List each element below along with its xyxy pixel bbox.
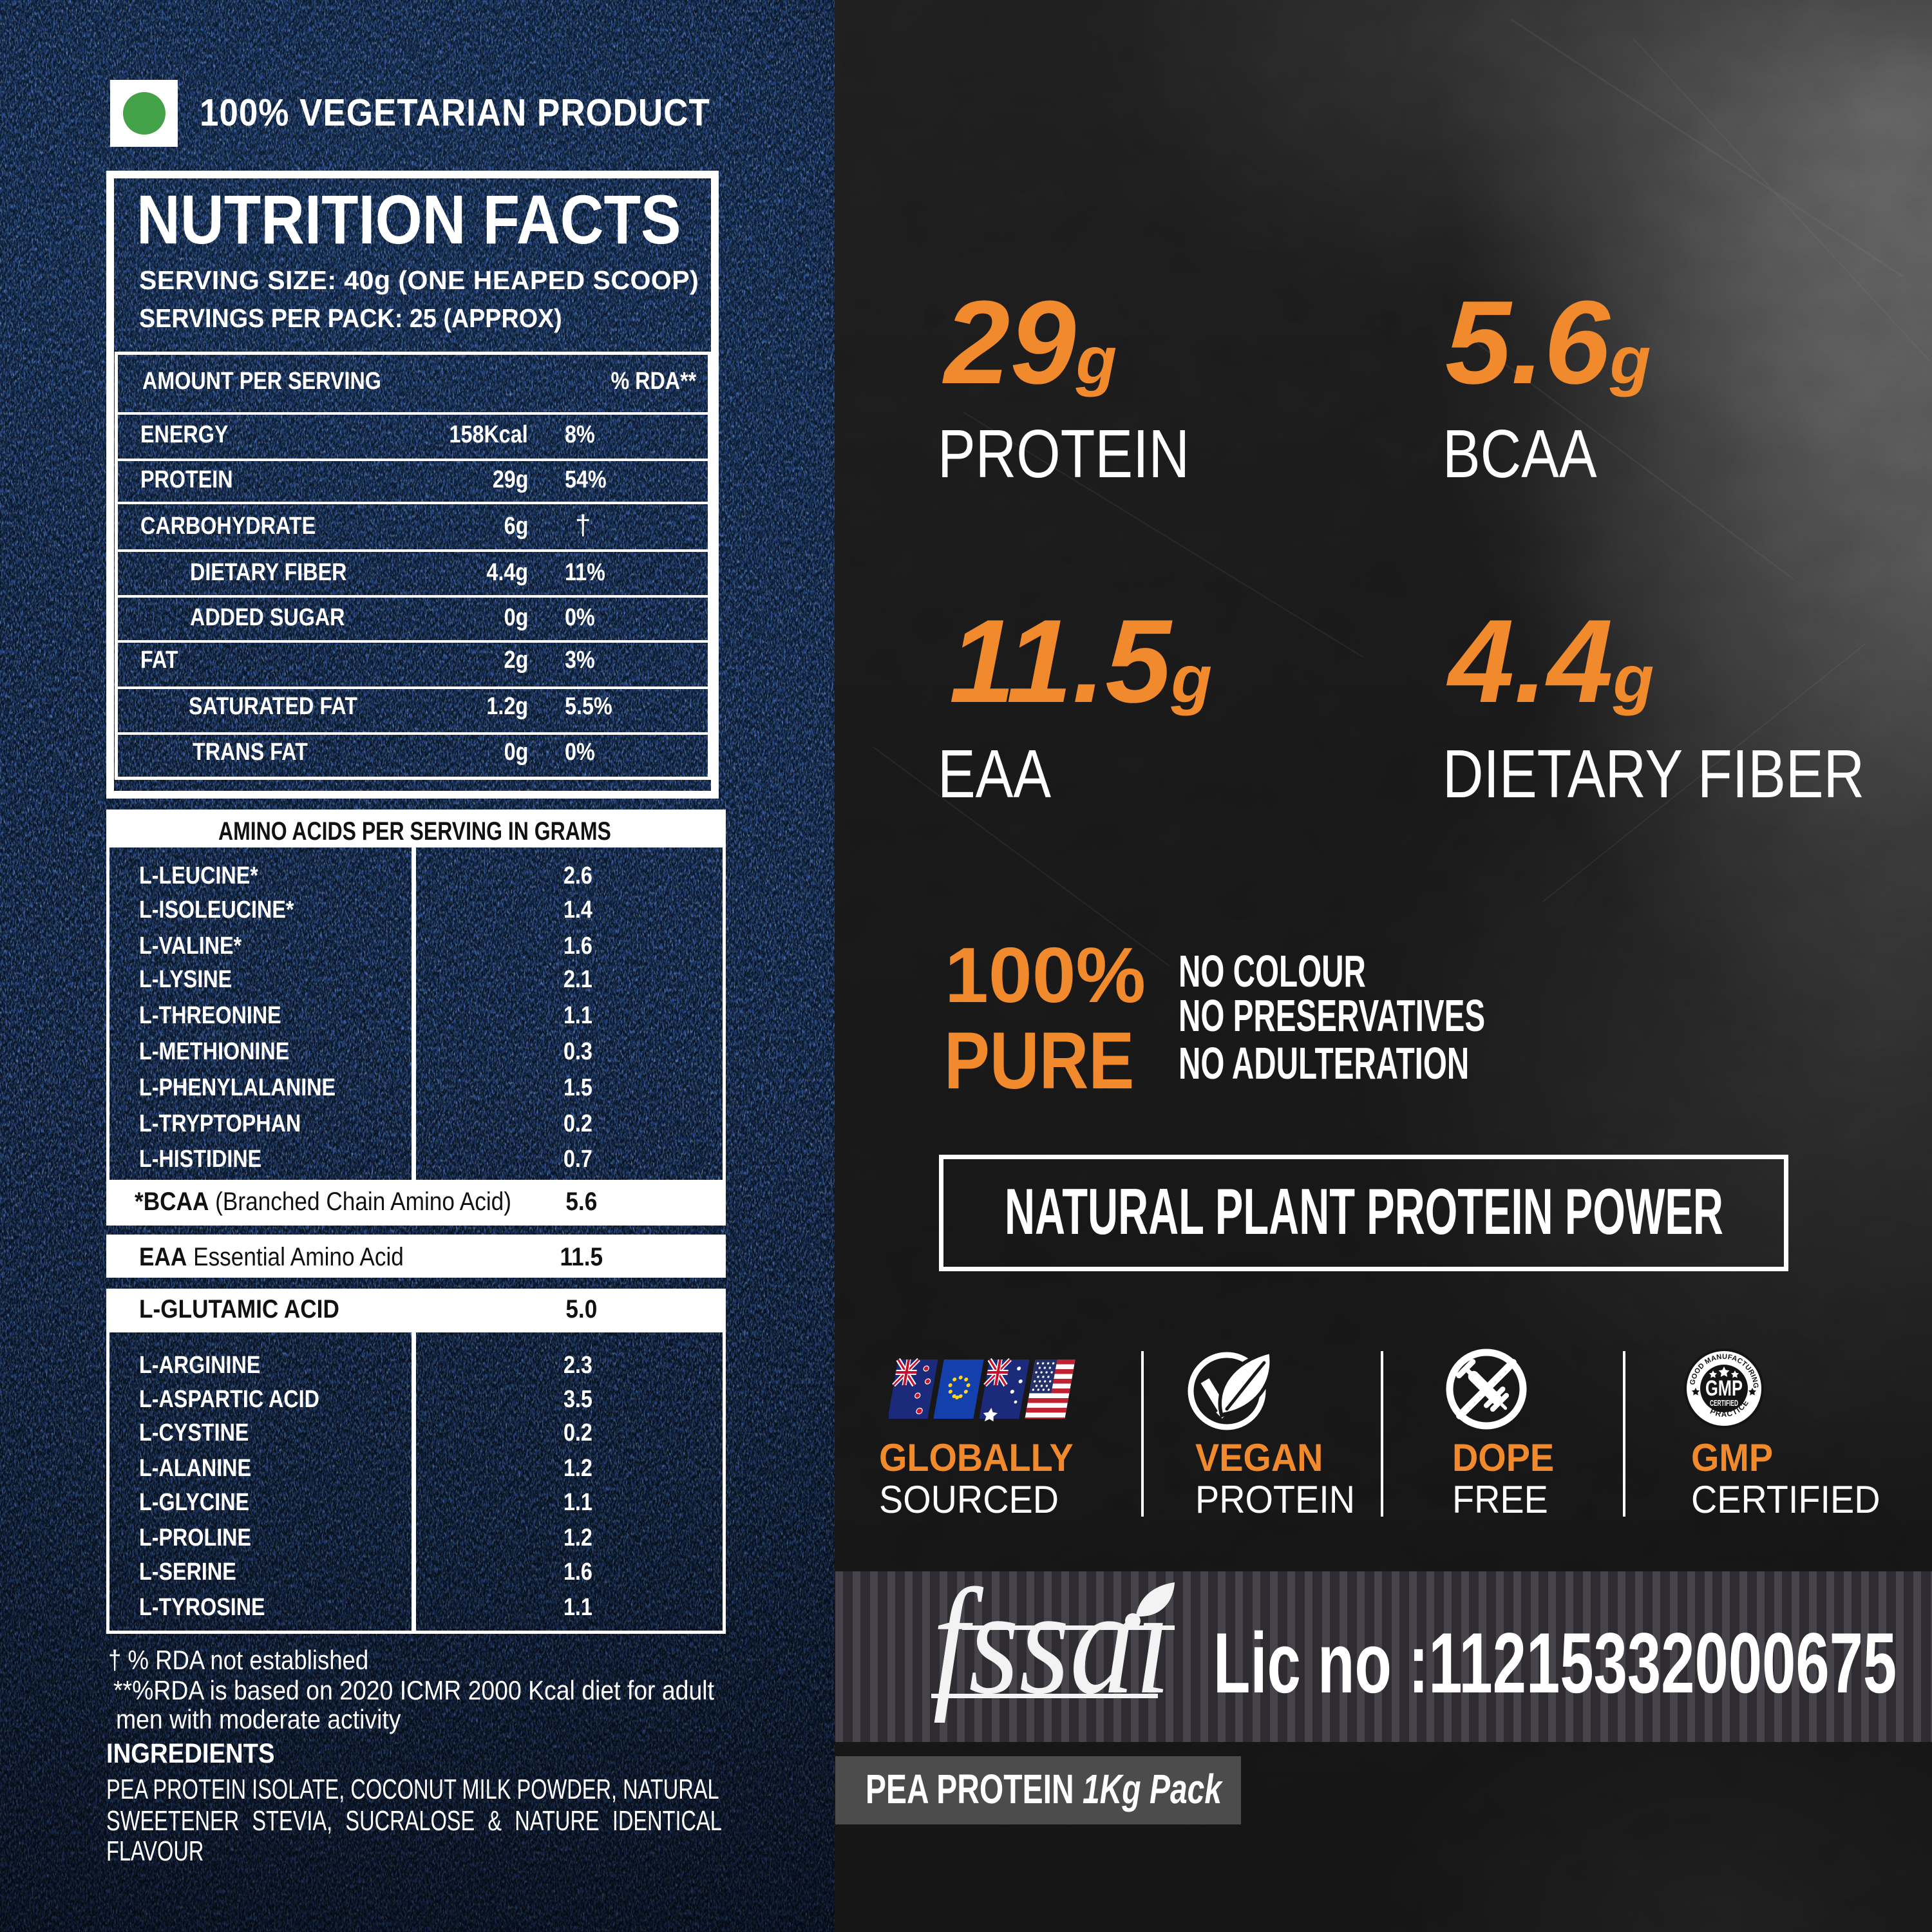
svg-text:fssai: fssai — [933, 1571, 1171, 1723]
svg-text:CERTIFIED: CERTIFIED — [1710, 1399, 1738, 1408]
svg-text:GMP: GMP — [1705, 1376, 1743, 1401]
